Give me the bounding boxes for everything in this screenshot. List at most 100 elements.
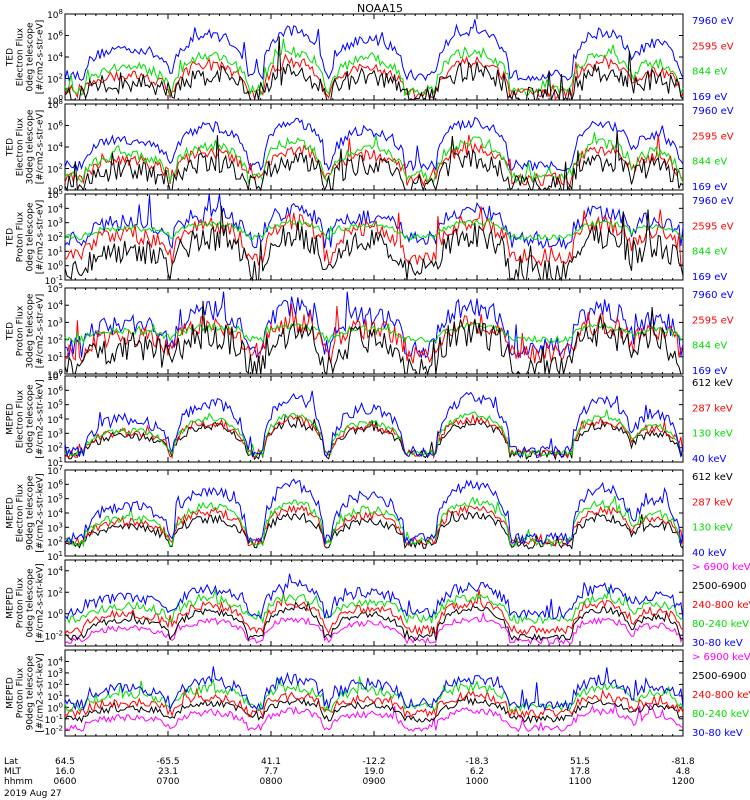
- series-line-80-240-kev: [64, 586, 684, 625]
- y-axis-label-line: [#/cm2-s-str-keV]: [36, 379, 46, 458]
- y-tick-label: 104: [47, 565, 63, 578]
- legend-entry: 169 eV: [692, 92, 727, 103]
- y-axis-label-line: [#/cm2-s-str-eV]: [36, 110, 46, 185]
- legend-entry: 30-80 keV: [692, 728, 743, 739]
- x-tick-label-mlt: 7.7: [264, 767, 278, 777]
- y-axis-label-line: Proton Flux: [16, 211, 26, 262]
- legend-entry: 612 keV: [692, 378, 733, 389]
- series-line-612-kev: [64, 510, 684, 550]
- legend-entry: 7960 eV: [692, 16, 734, 27]
- y-tick-label: 105: [47, 493, 63, 506]
- legend-entry: 2595 eV: [692, 131, 734, 142]
- series-line-7960-ev: [64, 19, 684, 82]
- y-tick-label: 104: [47, 51, 63, 64]
- y-axis-label-line: Electron Flux: [16, 117, 26, 176]
- series-line-2500-6900: [64, 693, 684, 724]
- y-axis-label-line: 0deg telescope: [26, 22, 36, 92]
- y-axis-label-line: TED: [6, 228, 16, 247]
- legend-entry: 40 keV: [692, 454, 726, 465]
- y-tick-label: 104: [47, 299, 63, 312]
- y-tick-label: 101: [47, 245, 63, 258]
- x-tick-label-hhmm: 1000: [466, 777, 489, 787]
- y-axis-label-line: 30deg telescope: [26, 109, 36, 184]
- series-line-2595-ev: [64, 134, 684, 188]
- x-tick-label-mlt: 6.2: [470, 767, 484, 777]
- panel-frame: [64, 375, 684, 463]
- y-axis-label-line: 30deg telescope: [26, 293, 36, 368]
- y-axis-label-line: MEPED: [6, 587, 16, 619]
- y-tick-label: 100: [47, 608, 63, 621]
- y-axis-label-line: Electron Flux: [16, 389, 26, 448]
- legend-entry: 30-80 keV: [692, 638, 743, 649]
- y-tick-label: 10-2: [45, 629, 63, 642]
- x-tick-label-lat: -18.3: [465, 757, 488, 767]
- y-axis-label: TED Proton Flux 30deg telescope [#/cm2-s-st…: [6, 293, 46, 368]
- legend-entry: 287 keV: [692, 403, 733, 414]
- x-row-label: Lat: [4, 757, 19, 767]
- y-tick-label: 108: [47, 8, 63, 21]
- series-line-unlabeled: [64, 130, 684, 192]
- series-line-2500-6900: [64, 601, 683, 642]
- series-line-unlabeled: [64, 36, 684, 102]
- y-tick-label: 106: [47, 478, 63, 491]
- y-tick-label: 102: [47, 442, 63, 455]
- y-axis-label-line: MEPED: [6, 497, 16, 529]
- y-axis-label-line: TED: [6, 322, 16, 341]
- series-line-240-800-kev: [64, 687, 684, 719]
- legend-entry: 240-800 keV: [692, 690, 750, 701]
- legend-entry: 130 keV: [692, 523, 733, 534]
- legend-entry: 844 eV: [692, 157, 727, 168]
- y-tick-label: 104: [47, 202, 63, 215]
- series-line-844-ev: [64, 132, 684, 185]
- series-line-40-kev: [64, 478, 684, 546]
- x-row-label: 2019 Aug 27: [4, 789, 62, 799]
- legend-entry: 2500-6900: [692, 581, 747, 592]
- series-line-30-80-kev: [64, 573, 684, 620]
- x-tick-label-hhmm: 0800: [260, 777, 283, 787]
- chart-title: NOAA15: [357, 2, 403, 15]
- legend-entry: 80-240 keV: [692, 709, 749, 720]
- x-tick-label-mlt: 16.0: [55, 767, 75, 777]
- series-line-240-800-kev: [64, 589, 684, 636]
- x-row-label: hhmm: [4, 777, 33, 787]
- series-line-30-80-kev: [64, 666, 684, 712]
- y-tick-label: 103: [47, 316, 63, 329]
- x-tick-label-hhmm: 1100: [569, 777, 592, 787]
- y-axis-label-line: [#/cm2-s-str-keV]: [36, 653, 46, 732]
- y-tick-label: 102: [47, 536, 63, 549]
- y-axis-label-line: 90deg telescope: [26, 475, 36, 550]
- y-tick-label: 102: [47, 73, 63, 86]
- y-tick-label: 105: [47, 399, 63, 412]
- legend-entry: 40 keV: [692, 548, 726, 559]
- series-line-7960-ev: [64, 193, 684, 250]
- y-tick-label: 101: [47, 550, 63, 563]
- series-line--6900-kev: [64, 703, 684, 733]
- x-row-label: MLT: [4, 767, 22, 777]
- y-axis-label: TED Proton Flux 0deg telescope [#/cm2-s-str…: [6, 200, 46, 275]
- y-axis-label-line: 0deg telescope: [26, 384, 36, 454]
- series-line-2595-ev: [64, 53, 684, 100]
- series-line-7960-ev: [64, 116, 684, 172]
- legend-entry: 80-240 keV: [692, 619, 749, 630]
- series-line-unlabeled: [64, 205, 684, 282]
- legend-entry: 7960 eV: [692, 106, 734, 117]
- series-line-287-kev: [64, 504, 684, 548]
- series-line-40-kev: [64, 390, 684, 459]
- y-tick-label: 106: [47, 30, 63, 43]
- y-axis-label: MEPED Proton Flux 0deg telescope [#/cm2-s-s…: [6, 563, 46, 642]
- y-axis-label-line: MEPED: [6, 403, 16, 435]
- series-line-unlabeled: [64, 300, 683, 376]
- series-line-80-240-kev: [64, 676, 684, 713]
- y-axis-label: MEPED Electron Flux 0deg telescope [#/cm2-s…: [6, 379, 46, 458]
- x-tick-label-mlt: 23.1: [158, 767, 178, 777]
- legend-entry: 169 eV: [692, 366, 727, 377]
- legend-entry: 240-800 keV: [692, 600, 750, 611]
